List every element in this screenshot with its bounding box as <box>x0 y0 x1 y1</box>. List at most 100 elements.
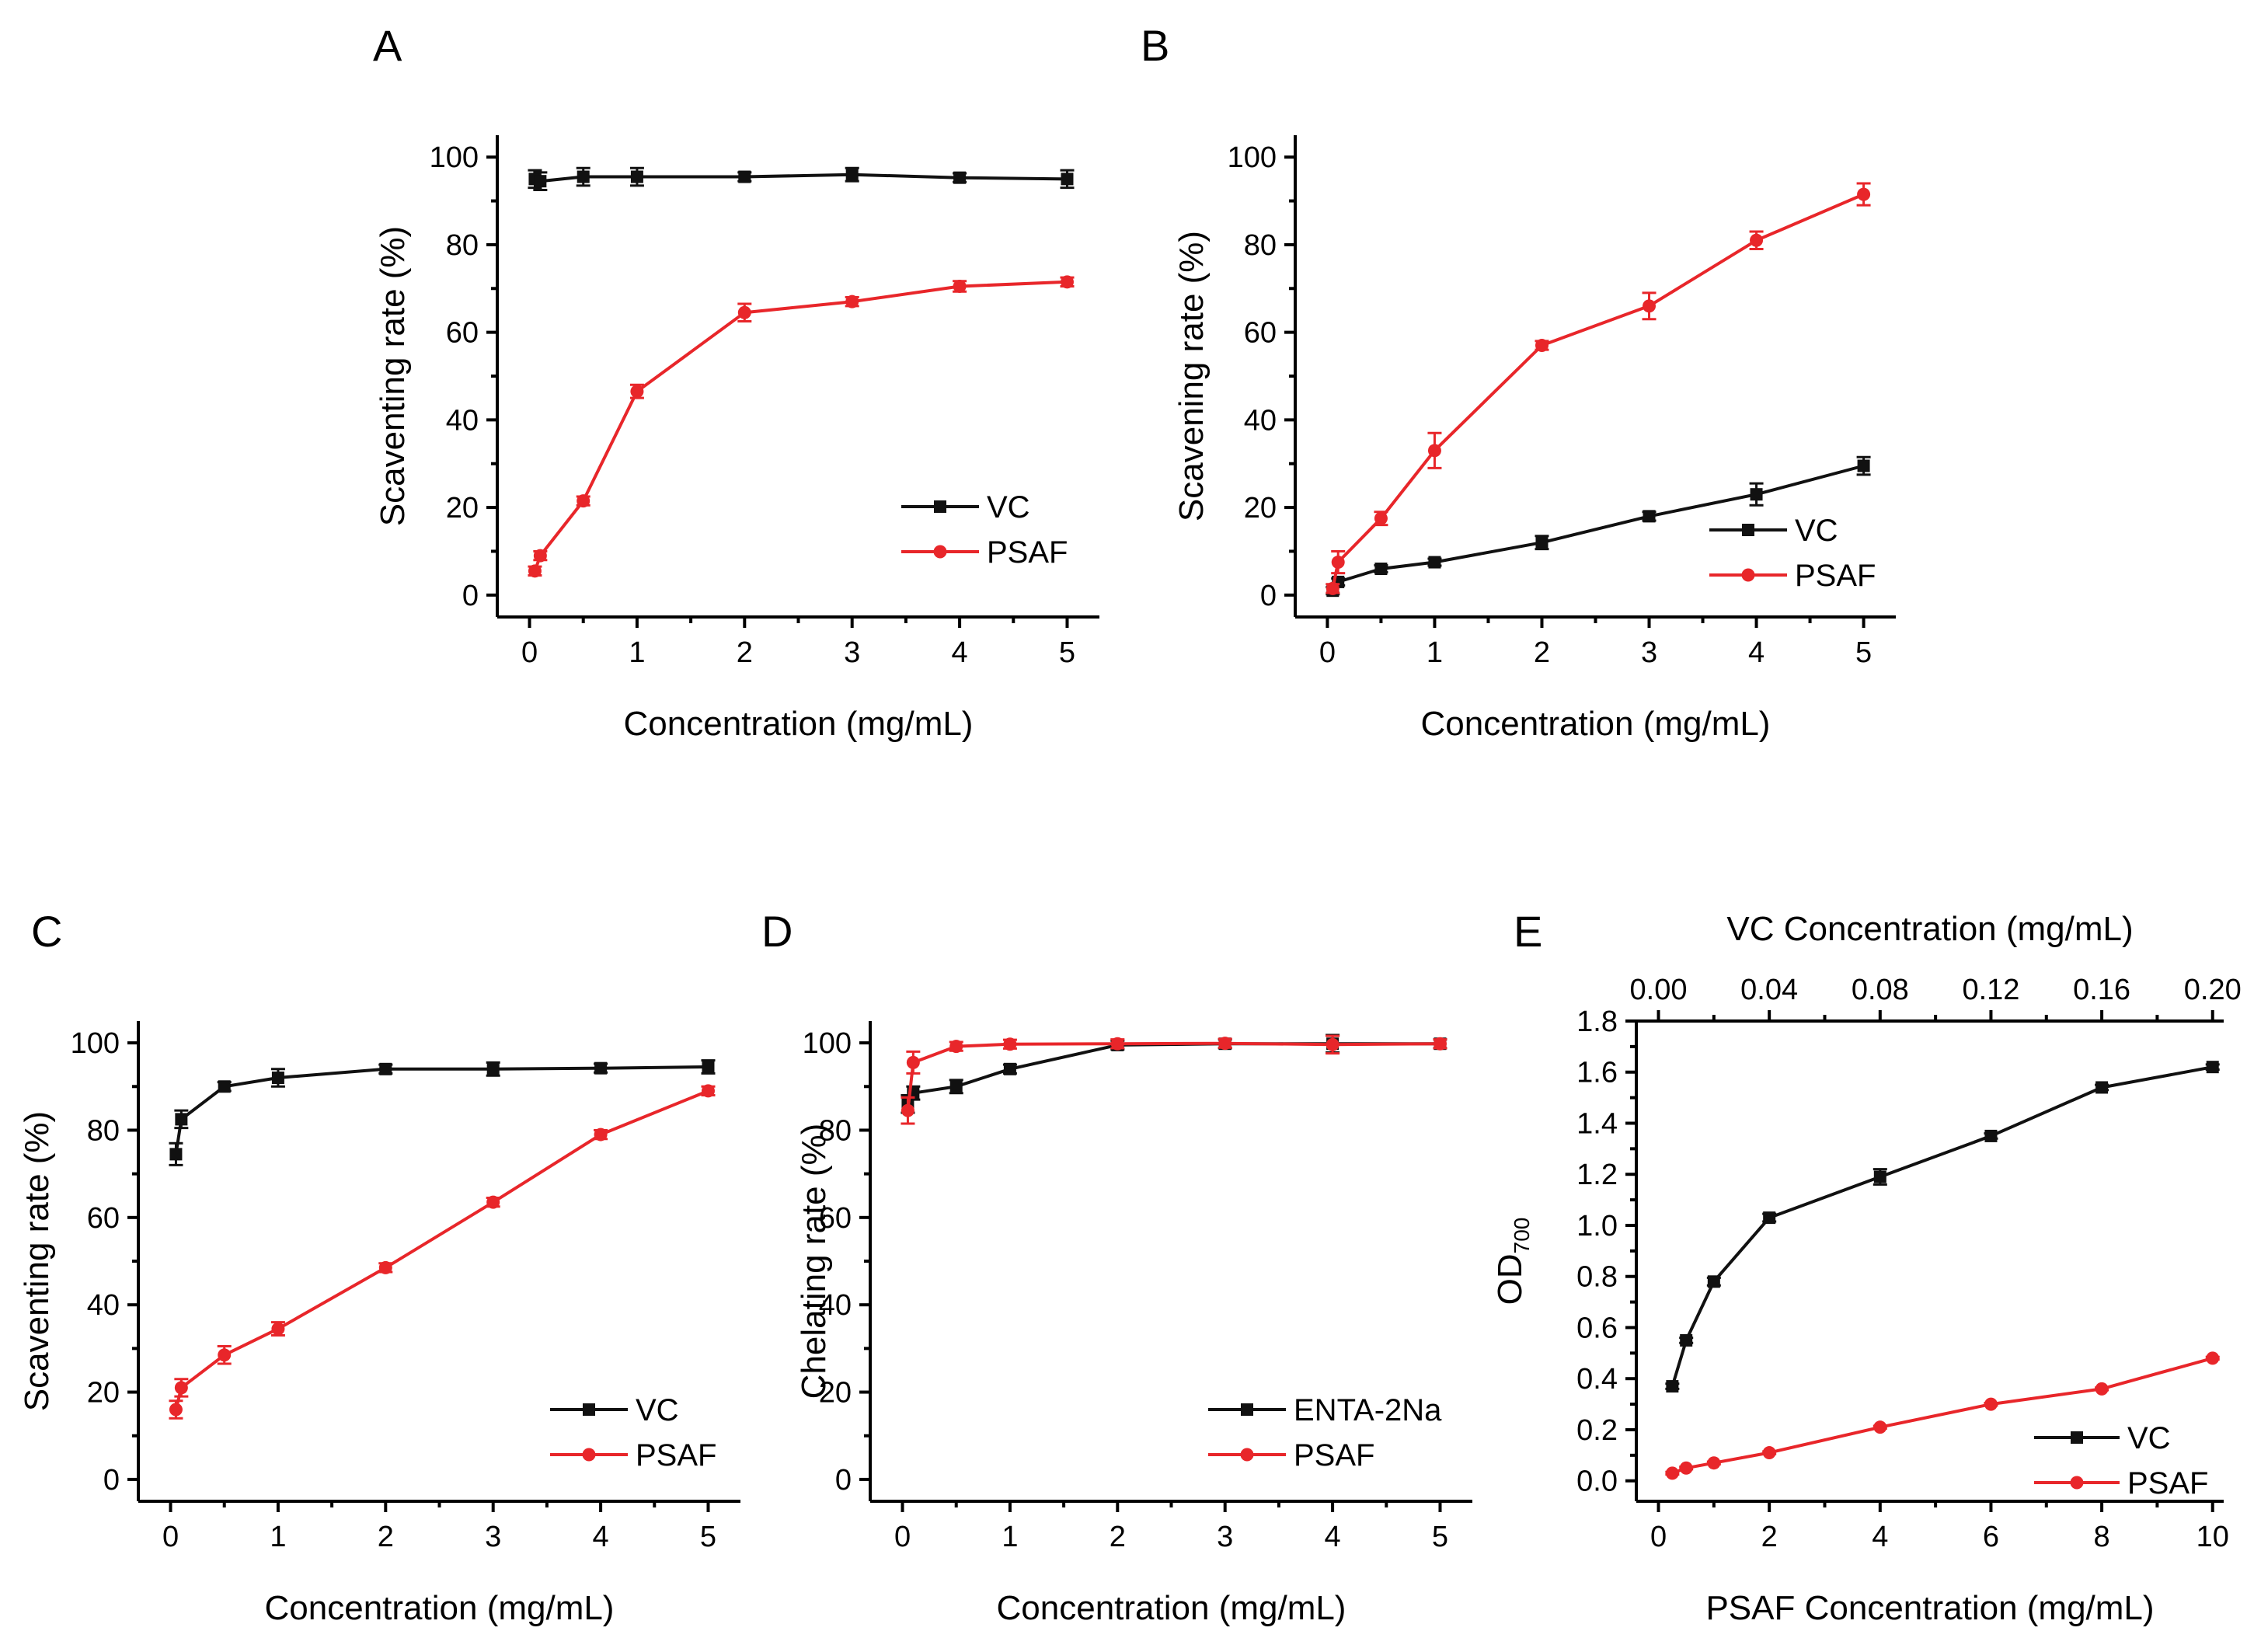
panel-e-x-tick-label: 2 <box>1761 1521 1778 1553</box>
panel-d-y-tick-label: 100 <box>803 1027 852 1060</box>
panel-a-series-vc-point <box>1061 173 1074 186</box>
panel-e-series-psaf <box>1665 1351 2220 1480</box>
panel-d-series-enta-2na-point <box>1003 1062 1016 1075</box>
panel-b-series-vc-point <box>1428 556 1441 569</box>
panel-c-series-vc-point <box>379 1062 392 1075</box>
panel-e-y-tick-label: 0.4 <box>1576 1363 1618 1396</box>
panel-c-y-tick-label: 40 <box>87 1289 120 1322</box>
panel-e-series-psaf-point <box>1762 1446 1776 1460</box>
panel-c-series-vc-point <box>169 1148 183 1161</box>
panel-d-y-tick-label: 0 <box>835 1464 852 1497</box>
panel-b-legend-marker <box>1742 524 1754 536</box>
panel-e-y-tick-label: 1.0 <box>1576 1210 1618 1242</box>
panel-d-series-psaf-point <box>949 1040 963 1054</box>
panel-a-letter: A <box>373 21 402 70</box>
panel-d-x-tick-label: 1 <box>1002 1521 1018 1553</box>
panel-b-series-psaf-point <box>1643 299 1657 313</box>
panel-a-chart: A 0 20 40 60 80 100 0 1 2 3 4 5 Concentration (mg/mL)… <box>373 21 1099 743</box>
panel-d-series-psaf-point <box>1218 1037 1232 1051</box>
panel-c-x-axis-title: Concentration (mg/mL) <box>265 1589 615 1627</box>
panel-a-y-tick-label: 40 <box>446 404 479 437</box>
panel-e-letter: E <box>1514 907 1542 956</box>
panel-c-series-psaf <box>169 1084 716 1420</box>
panel-b-y-tick-label: 20 <box>1244 492 1277 525</box>
panel-c-y-tick-label: 0 <box>103 1464 120 1497</box>
panel-c-y-tick-label: 20 <box>87 1377 120 1410</box>
panel-e-x-tick-label: 4 <box>1872 1521 1888 1553</box>
panel-b-legend-label: PSAF <box>1795 559 1876 593</box>
panel-e-x-tick-label: 10 <box>2196 1521 2229 1553</box>
panel-a-series-vc <box>528 166 1075 191</box>
panel-b-series-vc-point <box>1374 563 1388 575</box>
panel-b-y-tick-label: 100 <box>1228 141 1277 174</box>
panel-a-y-tick-label: 60 <box>446 317 479 350</box>
panel-b-y-axis-title: Scavening rate (%) <box>1172 231 1211 521</box>
panel-c-series-psaf-point <box>271 1322 285 1336</box>
panel-a-legend-label: PSAF <box>987 535 1068 570</box>
panel-e-y-tick-label: 0.2 <box>1576 1414 1618 1447</box>
panel-d-x-tick-label: 0 <box>894 1521 911 1553</box>
panel-a-series-psaf-point <box>1060 275 1074 289</box>
panel-a-x-tick-label: 4 <box>952 636 968 669</box>
panel-a-series-psaf-point <box>737 305 751 319</box>
panel-b-series-psaf <box>1326 182 1871 595</box>
panel-a-y-tick-label: 0 <box>462 580 479 612</box>
panel-d-series-enta-2na-line <box>906 1042 1441 1105</box>
panel-d-x-tick-label: 3 <box>1217 1521 1233 1553</box>
panel-c-chart: C 0 20 40 60 80 100 0 1 2 3 4 5 Concentration (mg/mL)… <box>18 907 740 1627</box>
panel-d-y-tick-label: 20 <box>819 1377 852 1410</box>
panel-d-x-axis-title: Concentration (mg/mL) <box>997 1589 1346 1627</box>
panel-c-series-vc <box>169 1059 716 1166</box>
panel-e-series-vc-line <box>1670 1065 2214 1387</box>
panel-b-x-tick-label: 5 <box>1855 636 1872 669</box>
panel-c-series-vc-point <box>594 1061 608 1075</box>
panel-e-y-tick-label: 1.4 <box>1576 1107 1618 1140</box>
panel-b-y-tick-label: 60 <box>1244 317 1277 350</box>
panel-e-x2-tick-label: 0.20 <box>2184 974 2242 1006</box>
panel-e-series-vc-point <box>1763 1211 1776 1225</box>
panel-c-series-psaf-point <box>486 1195 500 1209</box>
panel-a-y-tick-label: 100 <box>430 141 479 174</box>
panel-a-series-psaf-point <box>577 494 590 508</box>
panel-b-series-psaf-point <box>1427 444 1441 458</box>
panel-a-series-psaf-point <box>953 279 967 293</box>
panel-d-legend-label: PSAF <box>1294 1438 1374 1473</box>
panel-e-x2-axis-title: VC Concentration (mg/mL) <box>1726 910 2133 948</box>
panel-a-series-psaf-point <box>533 549 547 563</box>
panel-c-legend-label: PSAF <box>636 1438 716 1473</box>
panel-d-series-psaf-point <box>1433 1037 1447 1051</box>
panel-d-legend-psaf: PSAF <box>1208 1438 1374 1473</box>
panel-e-series-vc-point <box>2095 1081 2109 1094</box>
panel-b-legend-label: VC <box>1795 514 1838 548</box>
panel-a-series-vc-line <box>534 173 1068 183</box>
panel-c-series-psaf-line <box>174 1089 709 1410</box>
panel-e-series-psaf-point <box>1873 1420 1887 1434</box>
panel-c-series-vc-point <box>271 1072 284 1085</box>
panel-d-legend-marker <box>1241 1403 1253 1416</box>
panel-e-y-axis-title: OD700 <box>1491 1218 1534 1305</box>
panel-b-series-vc-line <box>1331 464 1865 592</box>
panel-a-y-tick-label: 20 <box>446 492 479 525</box>
panel-a-series-vc-point <box>630 170 643 183</box>
panel-c-y-tick-label: 100 <box>71 1027 120 1060</box>
panel-c-series-psaf-point <box>594 1127 608 1141</box>
panel-e-series-psaf-point <box>1984 1397 1998 1411</box>
panel-b-x-tick-label: 2 <box>1534 636 1550 669</box>
panel-c-y-tick-label: 80 <box>87 1114 120 1147</box>
panel-a-legend-vc: VC <box>901 490 1030 525</box>
panel-b-x-tick-label: 4 <box>1748 636 1765 669</box>
panel-b-letter: B <box>1141 21 1169 70</box>
panel-b-series-psaf-point <box>1750 233 1764 247</box>
panel-d-legend-label: ENTA-2Na <box>1294 1393 1442 1427</box>
panel-b-y-tick-label: 80 <box>1244 229 1277 262</box>
panel-e-y-tick-label: 0.8 <box>1576 1261 1618 1294</box>
panel-a-series-psaf <box>528 275 1075 578</box>
panel-a-series-vc-point <box>953 171 967 184</box>
panel-c-letter: C <box>31 907 62 956</box>
panel-e-series-vc-point <box>1984 1129 1998 1142</box>
panel-a-x-tick-label: 1 <box>629 636 645 669</box>
panel-c-legend-psaf: PSAF <box>550 1438 716 1473</box>
panel-e-x-axis-title: PSAF Concentration (mg/mL) <box>1705 1589 2154 1627</box>
panel-b-series-psaf-point <box>1535 339 1549 353</box>
